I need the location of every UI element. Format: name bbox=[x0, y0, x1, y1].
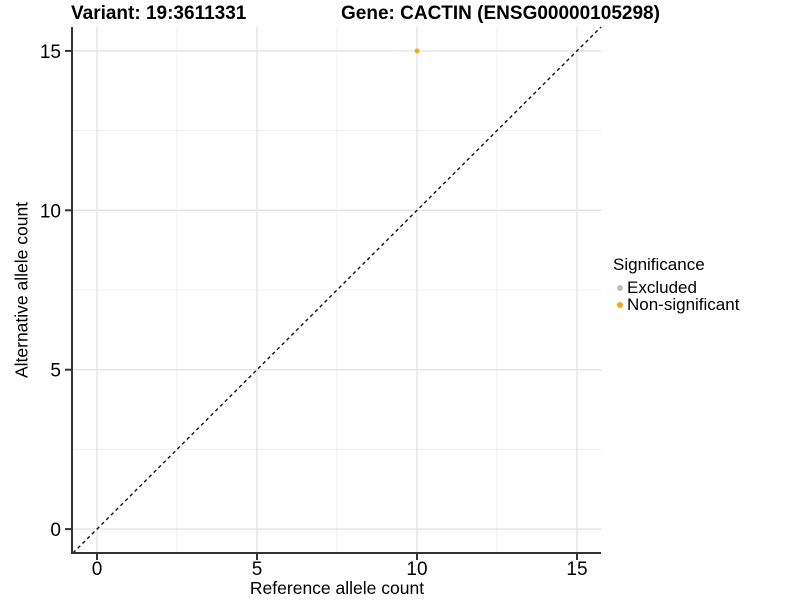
gene-title: Gene: CACTIN (ENSG00000105298) bbox=[341, 3, 660, 24]
significance-legend: Significance Excluded Non-significant bbox=[613, 255, 740, 314]
legend-item-excluded: Excluded bbox=[613, 277, 739, 297]
legend-title: Significance bbox=[613, 255, 705, 274]
legend-key bbox=[613, 301, 627, 308]
x-axis-title: Reference allele count bbox=[249, 578, 425, 598]
x-tick-label: 15 bbox=[566, 559, 587, 580]
x-tick-label: 0 bbox=[92, 559, 103, 580]
y-axis-title: Alternative allele count bbox=[11, 201, 32, 379]
excluded-dot-icon bbox=[617, 284, 623, 291]
legend-label-non-significant: Non-significant bbox=[627, 294, 740, 314]
x-tick-label: 10 bbox=[406, 559, 427, 580]
variant-title: Variant: 19:3611331 bbox=[71, 3, 247, 24]
y-tick-label: 0 bbox=[50, 520, 61, 541]
y-tick-label: 5 bbox=[50, 361, 61, 382]
non-significant-dot-icon bbox=[617, 301, 623, 308]
legend-item-non-significant: Non-significant bbox=[613, 294, 740, 314]
data-point-non-significant bbox=[414, 48, 420, 54]
legend-key bbox=[613, 284, 627, 291]
x-tick-label: 5 bbox=[252, 559, 263, 580]
y-tick-label: 10 bbox=[40, 201, 61, 222]
legend-label-excluded: Excluded bbox=[627, 277, 697, 297]
y-tick-label: 15 bbox=[40, 42, 61, 63]
